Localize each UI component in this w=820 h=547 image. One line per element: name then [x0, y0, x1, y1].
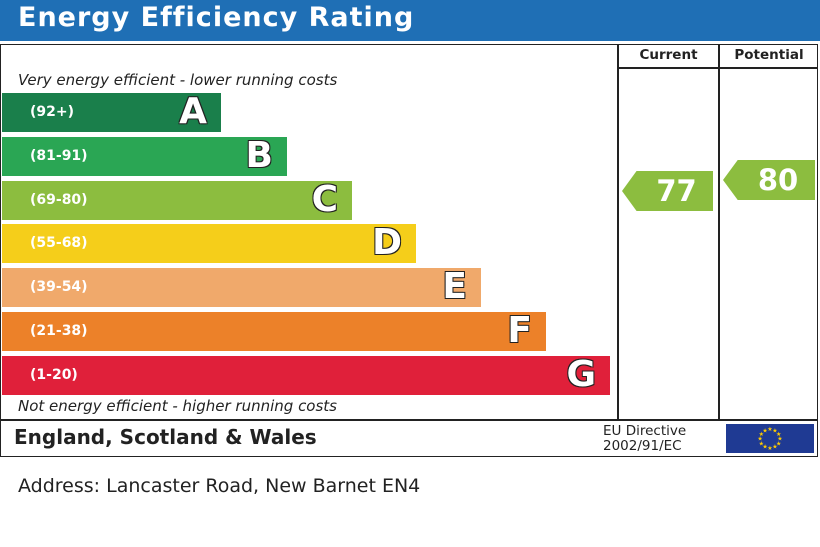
flag-star: ★ — [772, 444, 777, 451]
address: Address: Lancaster Road, New Barnet EN4 — [18, 475, 421, 497]
directive-line2: 2002/91/EC — [603, 438, 682, 454]
country-label: England, Scotland & Wales — [14, 425, 317, 449]
band-letter: A — [179, 91, 207, 132]
flag-star: ★ — [759, 440, 764, 447]
band-f: (21-38) F — [2, 310, 546, 351]
band-b: (81-91) B — [2, 134, 287, 176]
band-range-label: (39-54) — [30, 279, 88, 296]
flag-star: ★ — [762, 427, 767, 434]
flag-star: ★ — [762, 444, 767, 451]
band-letter: G — [566, 353, 596, 395]
page-title: Energy Efficiency Rating — [18, 2, 415, 33]
flag-star: ★ — [777, 436, 782, 443]
band-letter: B — [245, 134, 273, 176]
potential-rating-arrow: 80 — [723, 160, 815, 200]
current-column-header: Current — [639, 47, 698, 63]
band-d: (55-68) D — [2, 222, 416, 264]
flag-star: ★ — [767, 426, 772, 433]
band-letter: F — [507, 310, 532, 351]
band-c: (69-80) C — [2, 178, 352, 220]
band-e: (39-54) E — [2, 266, 481, 308]
column-header-divider — [617, 67, 818, 69]
flag-star: ★ — [776, 431, 781, 438]
directive-line1: EU Directive — [603, 423, 687, 439]
title-bar: Energy Efficiency Rating — [0, 0, 820, 41]
band-range-label: (69-80) — [30, 191, 88, 208]
current-rating-arrow-value: 77 — [656, 174, 697, 208]
band-a: (92+) A — [2, 91, 221, 132]
bottom-note: Not energy efficient - higher running co… — [18, 397, 337, 415]
flag-star: ★ — [757, 436, 762, 443]
column-divider — [617, 44, 619, 419]
band-range-label: (21-38) — [30, 323, 88, 339]
column-divider — [718, 44, 720, 419]
flag-star: ★ — [772, 427, 777, 434]
footer-divider — [0, 419, 818, 421]
band-letter: E — [442, 266, 467, 308]
band-range-label: (55-68) — [30, 235, 88, 252]
flag-star: ★ — [759, 431, 764, 438]
current-rating-arrow: 77 — [622, 171, 713, 211]
rating-frame — [0, 44, 818, 457]
eu-flag-icon: ★ ★ ★ ★ ★ ★ ★ ★ ★ ★ ★ ★ — [726, 424, 814, 453]
eu-directive: EU Directive 2002/91/EC — [603, 424, 686, 454]
band-range-label: (92+) — [30, 104, 75, 120]
potential-column-header: Potential — [734, 47, 804, 63]
band-letter: C — [311, 178, 338, 220]
flag-star: ★ — [767, 445, 772, 452]
band-range-label: (1-20) — [30, 366, 78, 383]
top-note: Very energy efficient - lower running co… — [18, 71, 338, 89]
potential-rating-arrow-value: 80 — [757, 163, 799, 197]
band-g: (1-20) G — [2, 353, 610, 395]
flag-star: ★ — [776, 440, 781, 447]
band-letter: D — [372, 222, 402, 264]
band-range-label: (81-91) — [30, 147, 88, 164]
